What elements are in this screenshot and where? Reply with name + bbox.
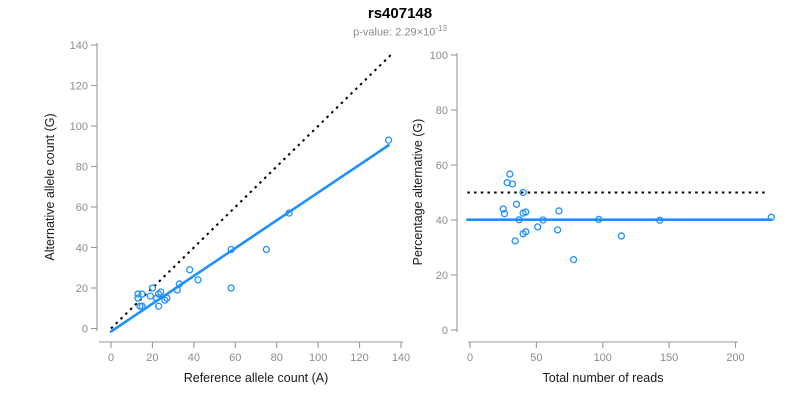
data-point [138,290,146,298]
y-tick-label: 20 [76,283,88,295]
x-tick-label: 120 [350,352,368,364]
plot-title: rs407148 [367,5,433,22]
x-tick-label: 40 [188,352,200,364]
x-tick-label: 100 [309,352,327,364]
y-axis-title: Alternative allele count (G) [43,113,57,260]
y-tick-label: 60 [436,160,448,172]
y-tick-label: 0 [82,324,88,336]
data-point [227,284,235,292]
y-tick-label: 0 [442,325,448,337]
data-point [508,180,517,188]
data-point [506,170,514,178]
data-point [656,216,664,224]
data-point [173,286,181,294]
data-point [534,223,542,231]
data-point [569,255,578,264]
data-point [154,290,163,298]
x-axis-title: Reference allele count (A) [184,371,329,385]
data-point [500,210,509,218]
x-tick-label: 0 [108,352,114,364]
x-tick-label: 80 [271,352,283,364]
plot-subtitle: p-value: 2.29×10-13 [0,24,800,39]
data-point [617,232,625,240]
y-tick-label: 40 [76,243,88,255]
x-tick-label: 0 [467,352,473,364]
y-axis-title: Percentage alternative (G) [411,119,425,266]
data-point [553,226,562,234]
data-point [499,205,507,213]
y-tick-label: 80 [76,162,88,174]
x-tick-label: 100 [594,352,612,364]
data-point [148,284,157,292]
data-point [134,294,142,302]
x-tick-label: 140 [392,352,410,364]
data-point [384,136,393,144]
x-tick-label: 50 [530,352,542,364]
x-tick-label: 20 [146,352,158,364]
y-tick-label: 140 [70,40,88,52]
data-point [194,276,202,284]
data-point [154,302,163,310]
y-tick-label: 40 [436,215,448,227]
y-tick-label: 80 [436,105,448,117]
data-point [227,245,235,254]
data-point [512,200,521,208]
x-tick-label: 150 [660,352,678,364]
data-point [152,294,161,302]
data-point [767,213,775,221]
data-point [161,296,169,304]
identity-line [110,54,392,330]
data-point [522,228,530,236]
data-point [519,188,527,197]
data-point [163,294,171,302]
data-point [138,302,146,310]
data-point [555,207,563,215]
data-point [186,266,194,274]
x-tick-label: 200 [726,352,744,364]
data-point [539,216,547,224]
pvalue-exponent: -13 [435,24,447,33]
y-tick-label: 100 [430,50,448,62]
data-point [511,237,519,245]
data-point [262,245,271,254]
left-panel: 0 20 40 60 80 100 120 140 0 20 40 60 80 100 120 140 Refe… [43,40,410,385]
y-tick-label: 60 [76,202,88,214]
y-tick-label: 120 [70,81,88,93]
y-tick-label: 20 [436,270,448,282]
x-axis-title: Total number of reads [543,371,664,385]
data-point [515,216,523,224]
data-point [595,215,603,224]
data-point [285,209,293,217]
y-tick-label: 100 [70,121,88,133]
data-point [175,280,184,288]
data-point [146,292,155,300]
pvalue-text: p-value: 2.29×10 [353,26,436,39]
fit-line [109,143,390,333]
data-point [134,290,142,298]
data-point [157,288,165,296]
x-tick-label: 60 [229,352,241,364]
right-panel: 0 50 100 150 200 0 20 40 60 80 100 Total number of … [411,50,775,385]
data-point [522,208,530,216]
